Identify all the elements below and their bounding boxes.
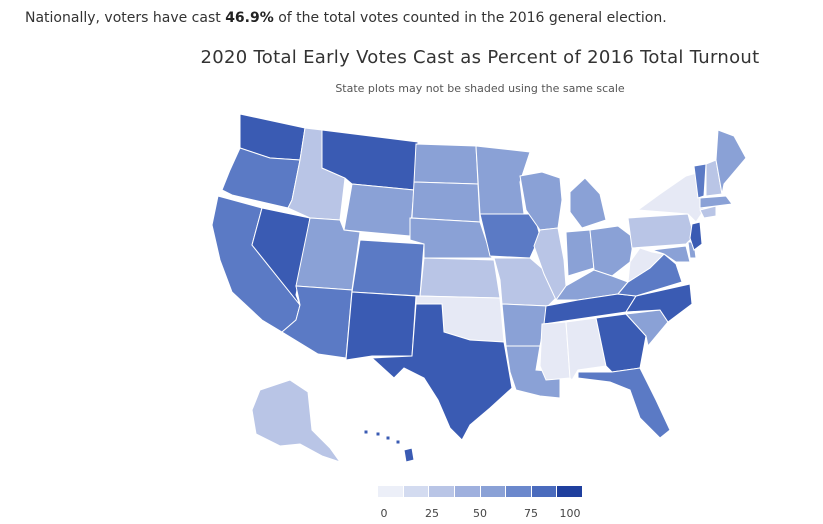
state-LA[interactable] bbox=[505, 345, 561, 399]
state-WY[interactable] bbox=[343, 183, 415, 237]
map-title: 2020 Total Early Votes Cast as Percent o… bbox=[200, 47, 760, 68]
legend-tick: 100 bbox=[559, 507, 581, 520]
legend-swatch bbox=[403, 486, 430, 497]
legend-swatch bbox=[480, 486, 507, 497]
state-FL[interactable] bbox=[577, 367, 671, 439]
summary-prefix: Nationally, voters have cast bbox=[25, 10, 226, 26]
state-CO[interactable] bbox=[351, 239, 425, 297]
state-SD[interactable] bbox=[411, 181, 481, 223]
us-choropleth-map bbox=[211, 113, 747, 463]
state-CT[interactable] bbox=[699, 205, 717, 219]
map-subtitle: State plots may not be shaded using the … bbox=[335, 82, 625, 95]
legend-tick: 75 bbox=[524, 507, 538, 520]
state-MO[interactable] bbox=[493, 257, 557, 307]
state-NY[interactable] bbox=[636, 171, 705, 223]
state-MA[interactable] bbox=[699, 195, 733, 209]
state-ND[interactable] bbox=[413, 143, 479, 185]
state-MI[interactable] bbox=[569, 177, 607, 229]
state-NV[interactable] bbox=[251, 207, 311, 306]
state-HI[interactable] bbox=[363, 429, 415, 463]
state-IA[interactable] bbox=[479, 213, 541, 259]
state-OH[interactable] bbox=[589, 225, 635, 277]
summary-suffix: of the total votes counted in the 2016 g… bbox=[273, 10, 667, 26]
state-KS[interactable] bbox=[419, 257, 501, 299]
color-scale-legend bbox=[378, 486, 582, 497]
state-TX[interactable] bbox=[370, 303, 513, 441]
state-IN[interactable] bbox=[565, 229, 595, 277]
legend-tick: 25 bbox=[425, 507, 439, 520]
legend-tick: 50 bbox=[473, 507, 487, 520]
state-ME[interactable] bbox=[715, 129, 747, 195]
legend-swatch bbox=[557, 486, 582, 497]
legend-swatch bbox=[454, 486, 481, 497]
legend-swatch bbox=[531, 486, 558, 497]
legend-swatch bbox=[378, 486, 404, 497]
state-WV[interactable] bbox=[627, 247, 666, 283]
state-MS[interactable] bbox=[539, 321, 571, 381]
legend-swatch bbox=[506, 486, 532, 497]
state-VT[interactable] bbox=[693, 163, 707, 199]
legend-tick: 0 bbox=[380, 507, 388, 520]
state-NM[interactable] bbox=[345, 291, 417, 361]
state-MN[interactable] bbox=[475, 145, 531, 215]
legend-ticks: 0 25 50 75 100 bbox=[0, 507, 823, 521]
summary-value: 46.9% bbox=[225, 10, 274, 26]
legend-swatch bbox=[429, 486, 455, 497]
state-MD[interactable] bbox=[651, 245, 691, 263]
state-AK[interactable] bbox=[251, 379, 342, 463]
state-NJ[interactable] bbox=[689, 221, 703, 251]
state-PA[interactable] bbox=[627, 213, 695, 249]
national-summary: Nationally, voters have cast 46.9% of th… bbox=[25, 10, 667, 26]
state-WI[interactable] bbox=[519, 171, 563, 231]
